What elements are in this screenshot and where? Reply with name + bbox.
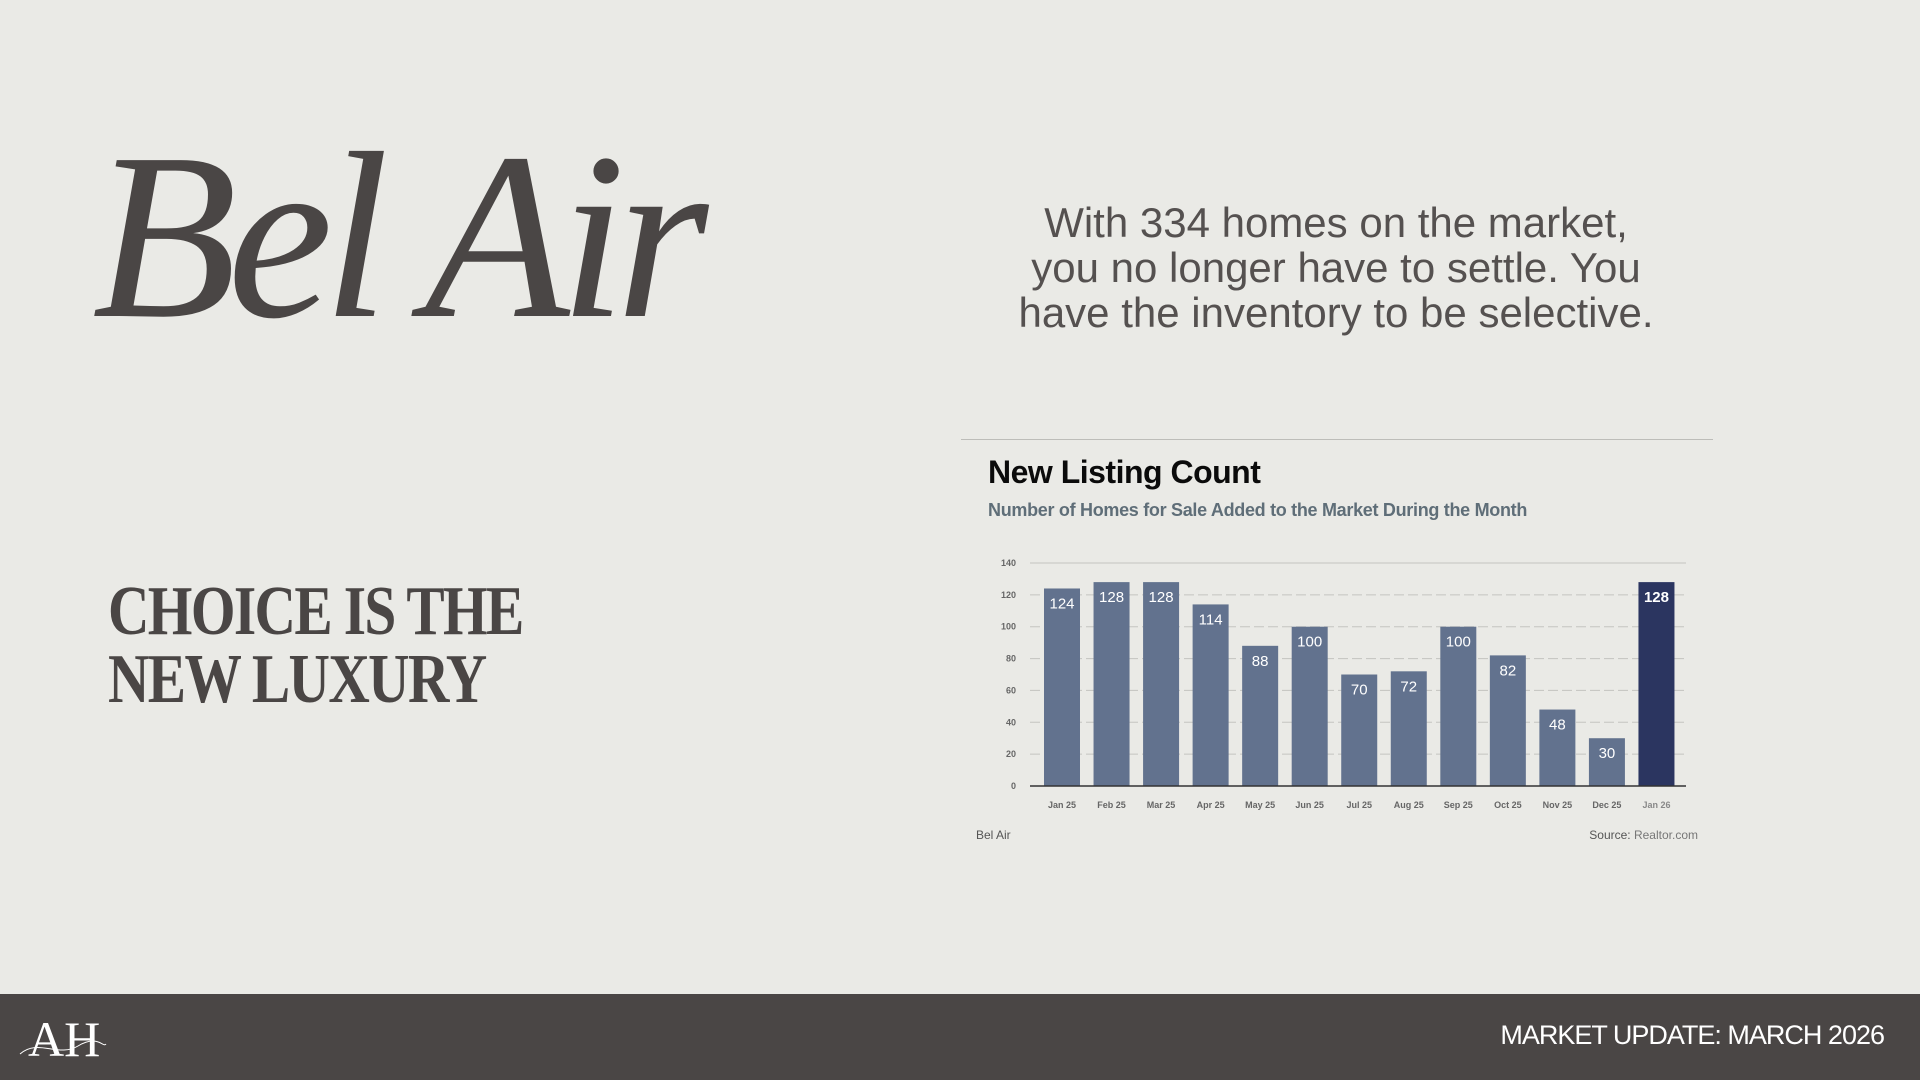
bar: [1192, 604, 1229, 786]
bar: [1440, 626, 1477, 786]
bar: [1242, 645, 1279, 786]
x-tick-label: Feb 25: [1097, 800, 1126, 810]
tagline: CHOICE IS THE NEW LUXURY: [108, 573, 524, 718]
market-update-label: MARKET UPDATE: MARCH 2026: [1500, 1020, 1885, 1050]
data-label: 128: [1099, 589, 1124, 606]
chart-source: Source: Realtor.com: [1589, 828, 1698, 842]
y-tick-label: 20: [1006, 749, 1016, 759]
bar: [1638, 582, 1675, 786]
x-tick-label: Jun 25: [1295, 800, 1324, 810]
data-label: 88: [1252, 653, 1269, 670]
logo-monogram: AH: [28, 1011, 100, 1064]
tagline-line: CHOICE IS THE: [108, 573, 524, 650]
x-tick-label: Aug 25: [1394, 800, 1424, 810]
data-label: 70: [1351, 682, 1368, 699]
data-label: 128: [1644, 589, 1669, 606]
y-tick-label: 140: [1001, 558, 1016, 568]
y-tick-label: 80: [1006, 654, 1016, 664]
intro-line: With 334 homes on the market,: [1044, 199, 1628, 246]
data-label: 100: [1446, 634, 1471, 651]
divider: [961, 439, 1713, 440]
data-label: 128: [1149, 589, 1174, 606]
x-tick-label: Nov 25: [1543, 800, 1573, 810]
data-label: 114: [1199, 611, 1223, 628]
intro-line: have the inventory to be selective.: [1018, 289, 1654, 336]
logo-signature-flourish: [19, 1040, 107, 1055]
x-tick-label: Jul 25: [1346, 800, 1372, 810]
tagline-line: NEW LUXURY: [108, 641, 487, 718]
chart-title: New Listing Count: [988, 454, 1261, 490]
chart-region-label: Bel Air: [976, 828, 1011, 842]
data-label: 72: [1400, 678, 1417, 695]
bar-chart: 0 20 40 60 80 100 120 140 124 Jan 25 128 Feb 25 128 M…: [1001, 558, 1686, 810]
data-label: 124: [1049, 595, 1074, 612]
y-tick-label: 120: [1001, 590, 1016, 600]
bar: [1489, 655, 1526, 786]
bar: [1143, 582, 1180, 786]
y-tick-label: 40: [1006, 717, 1016, 727]
x-tick-label: Dec 25: [1592, 800, 1621, 810]
x-tick-label: Sep 25: [1444, 800, 1473, 810]
x-tick-label: Mar 25: [1147, 800, 1176, 810]
data-label: 100: [1297, 634, 1322, 651]
chart-subtitle: Number of Homes for Sale Added to the Ma…: [988, 500, 1528, 520]
data-label: 82: [1500, 662, 1517, 679]
y-tick-label: 60: [1006, 685, 1016, 695]
bar: [1588, 738, 1625, 786]
bar: [1539, 709, 1576, 786]
x-tick-label: Apr 25: [1197, 800, 1225, 810]
y-tick-label: 0: [1011, 781, 1016, 791]
y-tick-label: 100: [1001, 622, 1016, 632]
x-tick-label: May 25: [1245, 800, 1275, 810]
x-tick-label: Jan 25: [1048, 800, 1076, 810]
data-label: 30: [1599, 745, 1616, 762]
bar: [1044, 588, 1080, 786]
footer-bar: AH MARKET UPDATE: MARCH 2026: [0, 994, 1920, 1080]
bar: [1390, 671, 1427, 786]
data-label: 48: [1549, 717, 1566, 734]
page-title: Bel Air: [92, 105, 708, 368]
bar: [1093, 582, 1130, 786]
bar: [1341, 674, 1378, 786]
source-value: Realtor.com: [1633, 828, 1698, 842]
x-tick-label: Jan 26: [1642, 800, 1670, 810]
brand-logo: AH: [19, 1011, 107, 1064]
intro-text: With 334 homes on the market, you no lon…: [940, 200, 1732, 335]
bar: [1291, 626, 1328, 786]
x-tick-label: Oct 25: [1494, 800, 1522, 810]
source-label: Source:: [1589, 828, 1631, 842]
intro-line: you no longer have to settle. You: [1031, 244, 1641, 291]
